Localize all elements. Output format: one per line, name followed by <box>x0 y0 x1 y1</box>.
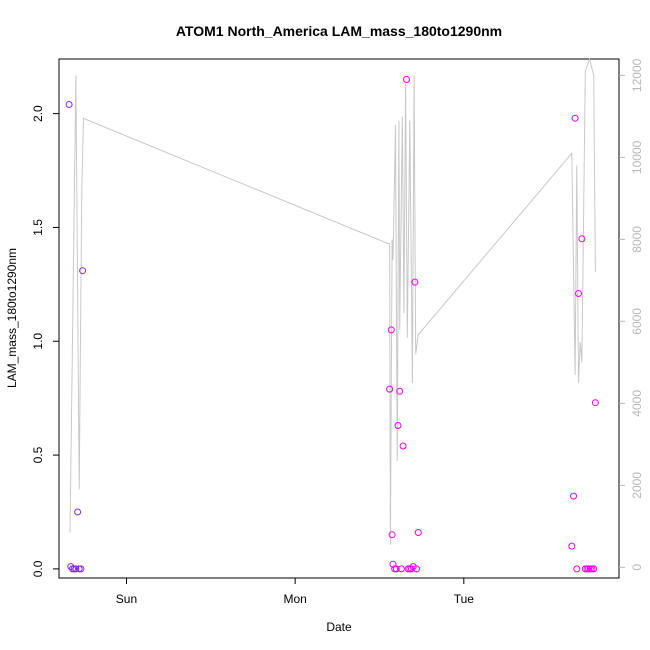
y-axis-label: LAM_mass_180to1290nm <box>5 248 19 388</box>
scatter-point <box>568 542 576 550</box>
plot-frame <box>58 58 620 579</box>
scatter-point <box>387 326 395 334</box>
scatter-point <box>74 508 82 516</box>
scatter-point <box>570 492 577 500</box>
y-tick-label: 2.0 <box>31 105 45 122</box>
y2-tick-label: 2000 <box>630 472 644 499</box>
y2-tick-label: 10000 <box>630 140 644 174</box>
grey-series-line <box>69 57 596 545</box>
scatter-point <box>573 565 581 573</box>
scatter-point <box>386 385 394 393</box>
scatter-point <box>389 560 397 568</box>
scatter-point <box>414 529 422 536</box>
y2-tick-label: 8000 <box>630 226 644 253</box>
scatter-point <box>77 565 85 573</box>
scatter-point <box>413 565 421 573</box>
scatter-point <box>578 235 586 243</box>
y-tick-label: 0.5 <box>31 446 45 463</box>
y2-tick-label: 6000 <box>630 308 644 335</box>
y-tick-label: 1.0 <box>31 333 45 350</box>
scatter-point <box>403 76 410 83</box>
x-tick-label: Sun <box>116 592 137 606</box>
x-tick-label: Mon <box>283 592 306 606</box>
x-axis-label: Date <box>326 620 352 634</box>
scatter-point <box>394 422 402 429</box>
x-axis: Sun Mon Tue <box>116 578 474 606</box>
scatter-points-layer <box>65 76 599 573</box>
chart-title: ATOM1 North_America LAM_mass_180to1290nm <box>176 23 502 39</box>
scatter-point <box>65 101 73 108</box>
scatter-point <box>591 399 599 407</box>
x-tick-label: Tue <box>454 592 475 606</box>
y2-tick-label: 0 <box>630 564 644 571</box>
scatter-point <box>575 290 582 297</box>
y-tick-label: 1.5 <box>31 219 45 236</box>
scatter-point <box>388 531 396 539</box>
y2-tick-label: 4000 <box>630 390 644 417</box>
scatter-point <box>397 565 405 573</box>
scatter-point <box>411 278 419 286</box>
y-tick-label: 0.0 <box>31 560 45 577</box>
y-axis-left: 0.0 0.5 1.0 1.5 2.0 <box>31 105 59 577</box>
y-axis-right: 0 2000 4000 6000 8000 10000 12000 <box>619 58 644 571</box>
scatter-point <box>396 387 404 395</box>
scatter-point <box>590 565 598 573</box>
scatter-point <box>392 565 400 573</box>
scatter-point <box>72 565 80 573</box>
grey-series-line-layer <box>69 57 596 545</box>
y2-tick-label: 12000 <box>630 58 644 92</box>
scatter-point <box>571 114 579 122</box>
scatter-point <box>399 442 407 450</box>
scatter-point <box>79 267 87 275</box>
